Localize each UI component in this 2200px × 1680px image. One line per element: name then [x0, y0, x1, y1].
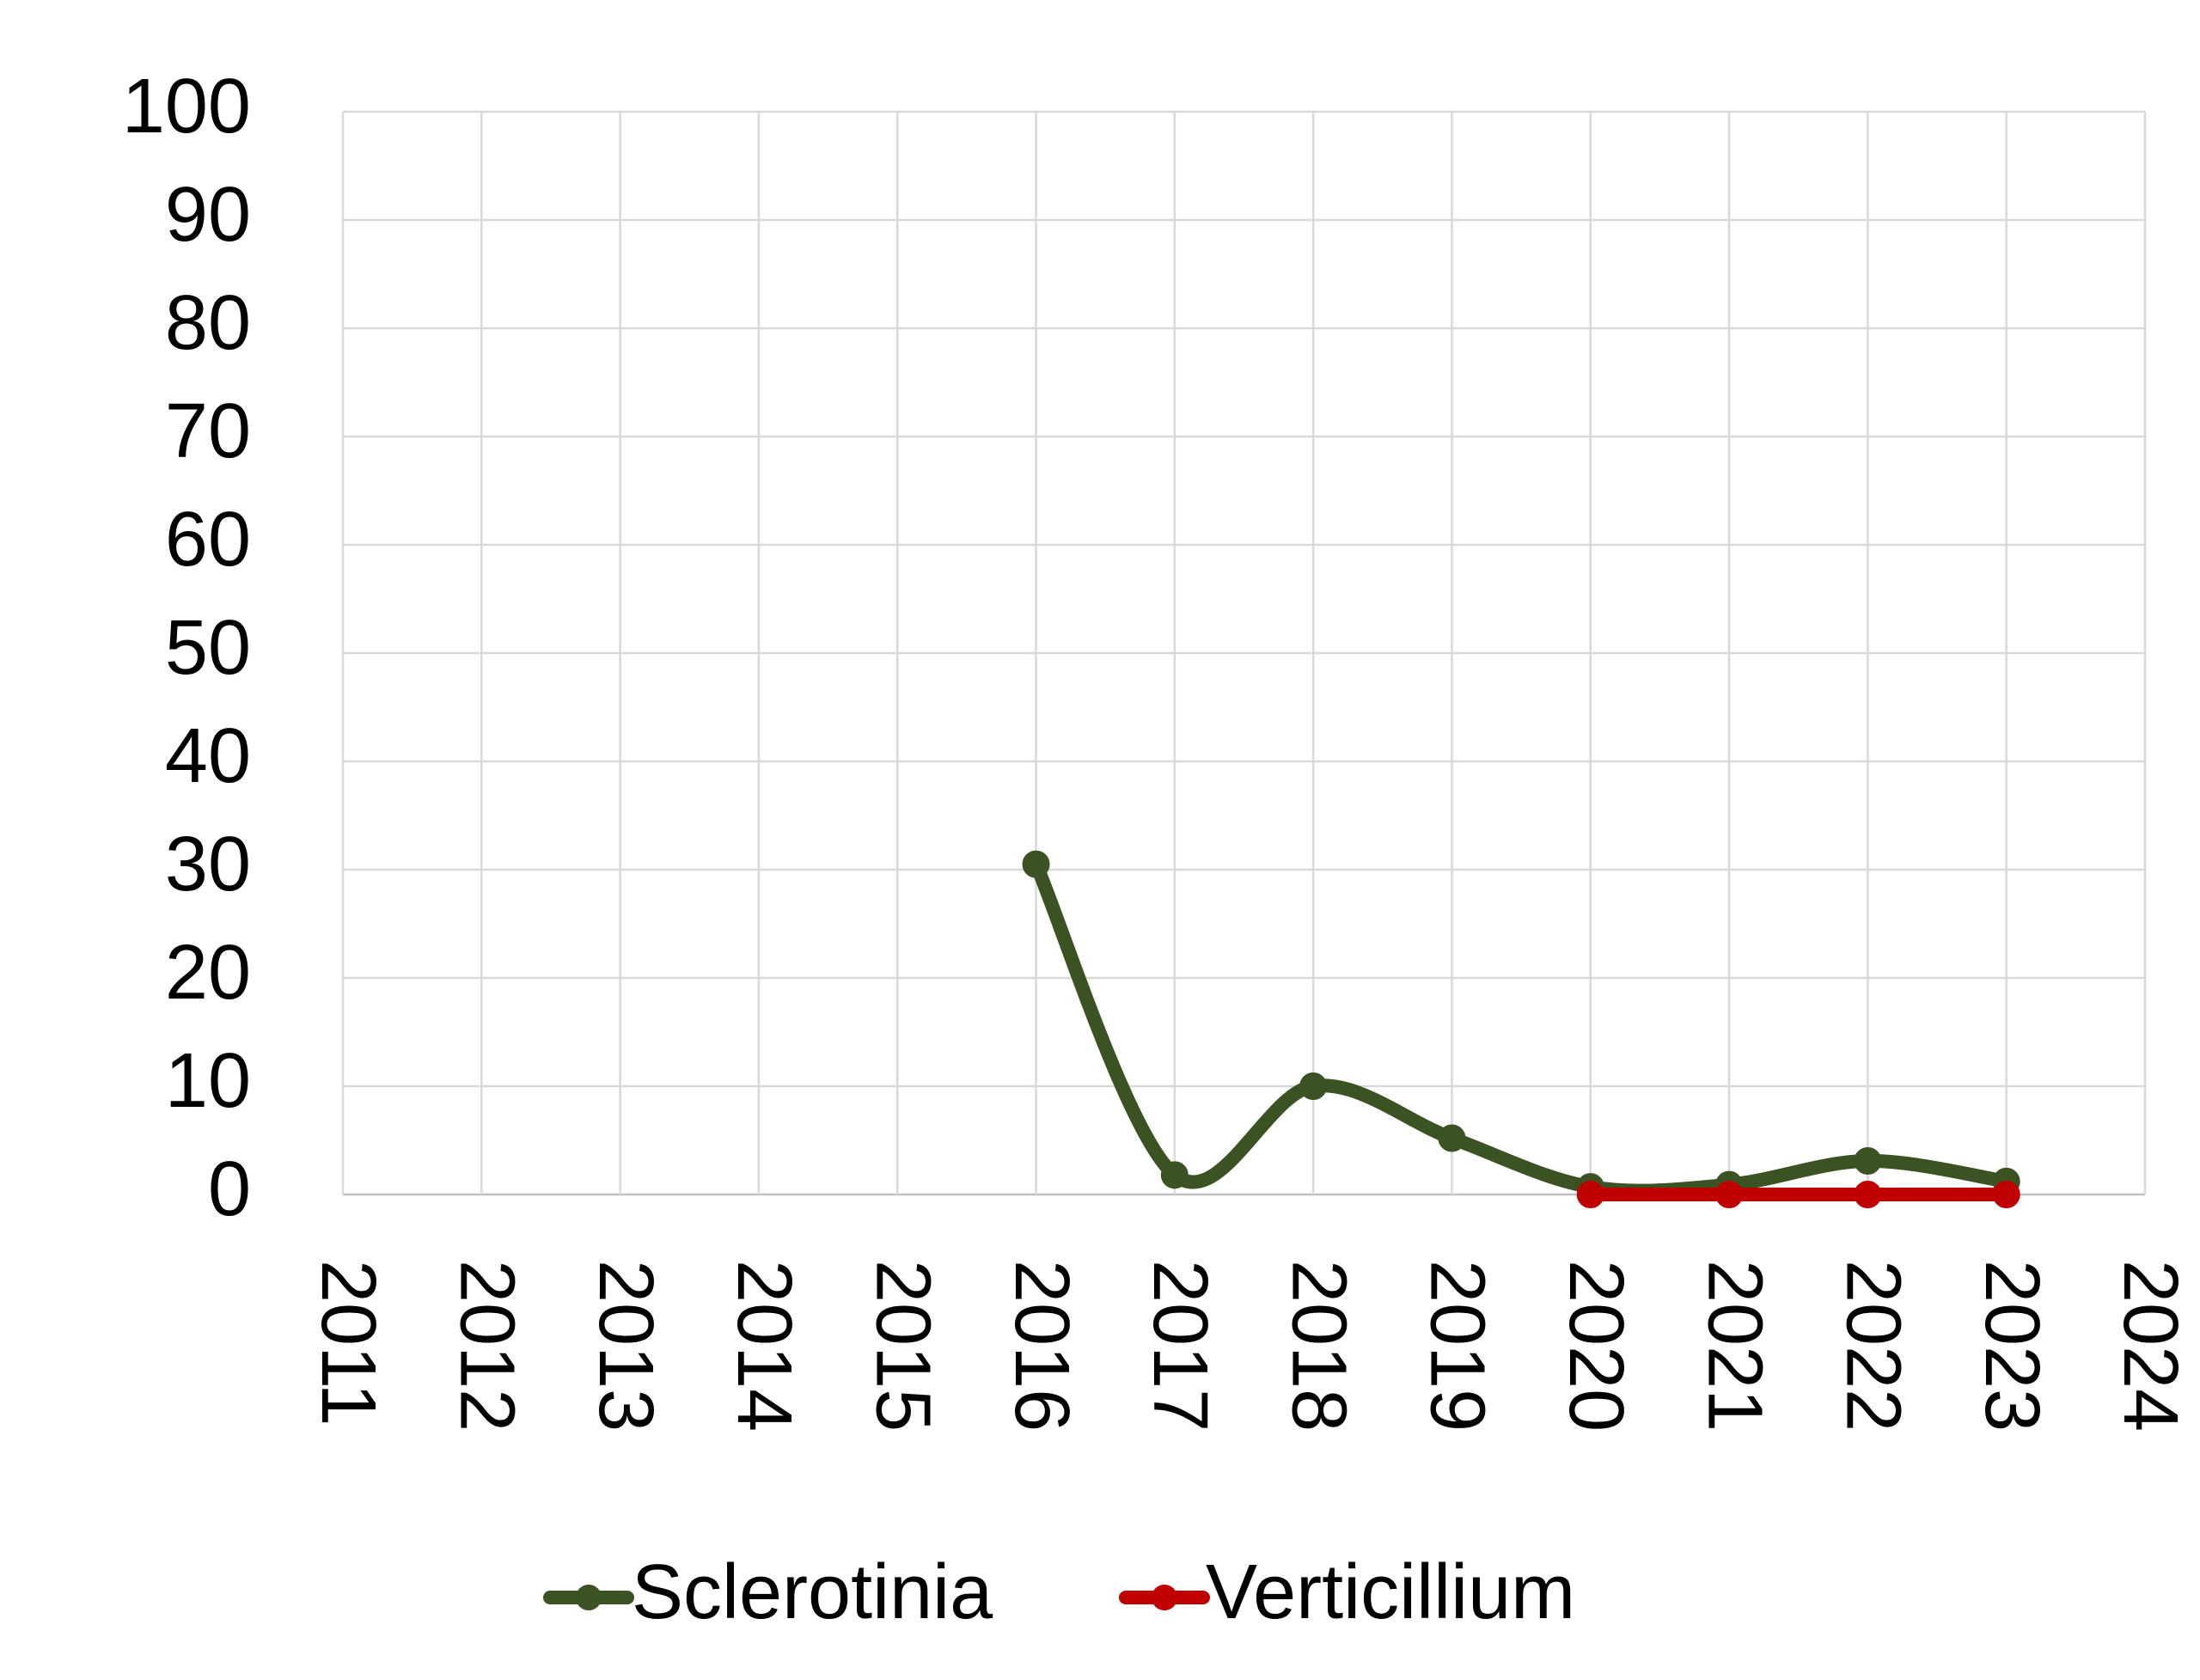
y-tick-label: 40 [165, 713, 251, 799]
x-tick-label: 2019 [1415, 1260, 1500, 1432]
x-tick-label: 2020 [1553, 1260, 1639, 1432]
x-tick-label: 2013 [583, 1260, 669, 1432]
y-tick-label: 30 [165, 822, 251, 907]
x-tick-label: 2014 [721, 1260, 807, 1432]
data-point [1854, 1181, 1882, 1208]
legend-marker [576, 1585, 602, 1610]
x-tick-label: 2022 [1830, 1260, 1916, 1432]
y-tick-label: 80 [165, 280, 251, 366]
data-point [1438, 1124, 1466, 1152]
x-tick-label: 2024 [2107, 1260, 2193, 1432]
data-point [1715, 1181, 1744, 1208]
y-tick-label: 90 [165, 172, 251, 258]
data-point [1854, 1146, 1882, 1175]
data-point [1022, 850, 1050, 878]
data-point [1160, 1161, 1189, 1189]
legend-label: Sclerotinia [632, 1549, 993, 1635]
x-tick-label: 2017 [1137, 1260, 1223, 1432]
x-tick-label: 2018 [1275, 1260, 1361, 1432]
data-point [1992, 1181, 2020, 1208]
data-point [1576, 1181, 1604, 1208]
x-tick-label: 2016 [999, 1260, 1085, 1432]
series-line [1029, 857, 2014, 1198]
x-tick-label: 2021 [1691, 1260, 1777, 1432]
y-tick-label: 100 [122, 64, 251, 150]
y-tick-label: 0 [208, 1146, 251, 1232]
y-tick-label: 10 [165, 1038, 251, 1124]
x-tick-label: 2012 [444, 1260, 530, 1432]
y-tick-label: 60 [165, 497, 251, 583]
x-tick-label: 2015 [859, 1260, 945, 1432]
x-tick-label: 2011 [305, 1260, 391, 1426]
legend-marker [1152, 1585, 1177, 1610]
data-point [1299, 1072, 1328, 1100]
legend-label: Verticillium [1206, 1549, 1575, 1635]
y-tick-label: 70 [165, 388, 251, 474]
y-tick-label: 20 [165, 930, 251, 1016]
y-tick-label: 50 [165, 605, 251, 691]
x-tick-label: 2023 [1969, 1260, 2055, 1432]
